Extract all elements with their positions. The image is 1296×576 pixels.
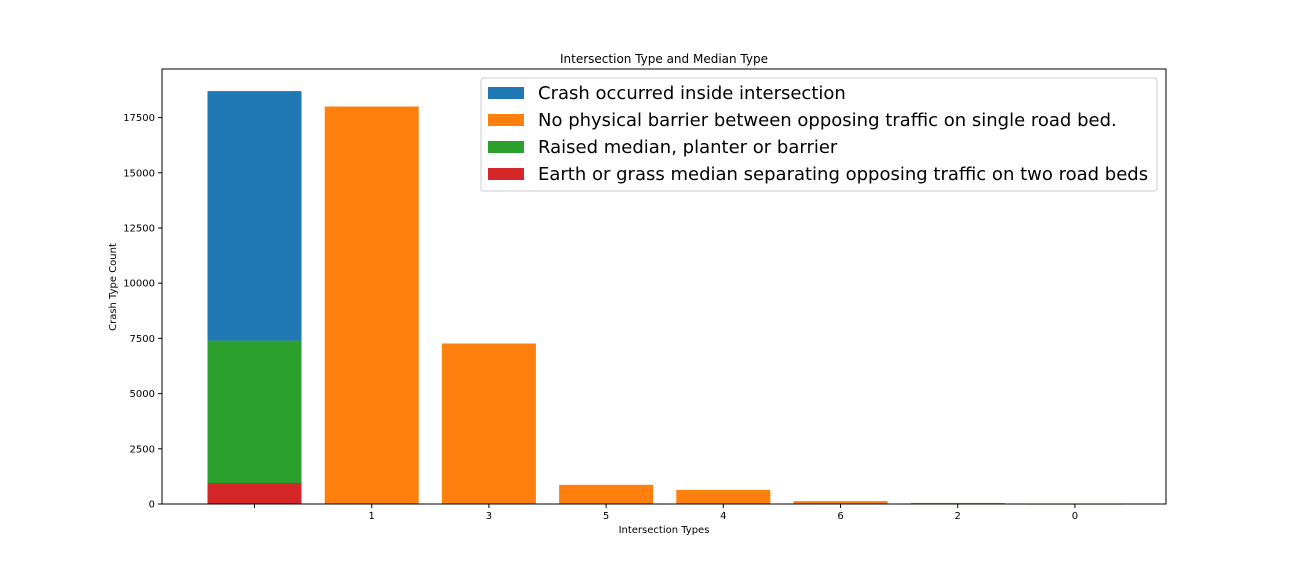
y-tick-label: 10000 [123, 279, 155, 290]
legend-label: No physical barrier between opposing tra… [538, 110, 1117, 131]
bar-1-3 [559, 484, 654, 504]
y-tick-label: 12500 [123, 223, 155, 234]
legend: Crash occurred inside intersection No phy… [480, 77, 1158, 192]
x-tick-label: 4 [720, 511, 726, 522]
legend-swatch [488, 141, 524, 153]
y-tick-label: 2500 [130, 444, 155, 455]
legend-label: Earth or grass median separating opposin… [538, 164, 1148, 185]
x-axis-label: Intersection Types [619, 525, 710, 536]
bar-0-0 [207, 91, 302, 341]
y-tick-label: 15000 [123, 168, 155, 179]
bar-1-5 [793, 501, 888, 504]
bar-1-4 [676, 489, 771, 504]
y-tick-label: 0 [149, 500, 155, 511]
bar-1-6 [910, 502, 1005, 504]
bar-3-0 [207, 483, 302, 504]
bar-1-2 [441, 343, 536, 504]
legend-swatch [488, 114, 524, 126]
legend-label: Raised median, planter or barrier [538, 137, 838, 158]
legend-swatch [488, 87, 524, 99]
x-tick-label: 2 [955, 511, 961, 522]
legend-box [480, 77, 1158, 192]
x-tick-label: 6 [837, 511, 843, 522]
legend-label: Crash occurred inside intersection [538, 83, 846, 104]
legend-swatch [488, 168, 524, 180]
x-tick-label: 3 [486, 511, 492, 522]
y-tick-label: 5000 [130, 389, 155, 400]
bar-1-1 [324, 106, 419, 504]
y-tick-label: 7500 [130, 334, 155, 345]
y-axis: 0 2500 5000 7500 10000 12500 15000 17500 [123, 113, 162, 511]
bars-group [207, 91, 1122, 505]
plot-frame [161, 68, 1167, 505]
x-tick-label: 0 [1072, 511, 1078, 522]
x-axis: 1 3 5 4 6 2 0 [254, 504, 1078, 522]
x-tick-label: 5 [603, 511, 609, 522]
bar-2-0 [207, 340, 302, 483]
y-axis-label: Crash Type Count [108, 243, 119, 331]
chart-title: Intersection Type and Median Type [560, 52, 768, 66]
x-tick-label: 1 [369, 511, 375, 522]
y-tick-label: 17500 [123, 113, 155, 124]
